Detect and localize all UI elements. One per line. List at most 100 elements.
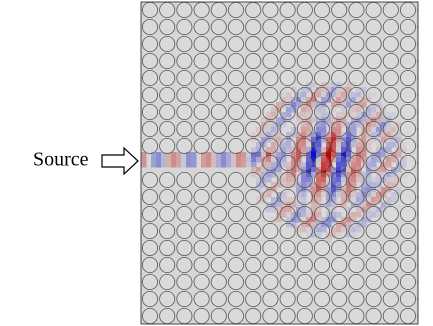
field-cell [276,182,282,188]
field-cell [336,157,342,163]
field-cell [256,167,262,173]
rod [245,307,262,324]
field-cell [351,212,357,218]
rod [399,171,416,188]
field-cell [301,142,307,148]
rod [227,205,244,222]
field-cell [306,102,312,108]
field-cell [271,112,277,118]
rod [331,154,348,171]
rod [296,87,313,104]
field-cell [321,162,327,168]
field-cell [201,162,207,168]
rod [210,70,227,87]
field-cell [361,222,367,228]
field-cell [251,152,257,158]
field-cell [306,212,312,218]
rod [365,53,382,70]
field-cell [336,177,342,183]
field-cell [296,197,302,203]
field-cell [276,202,282,208]
field-cell [371,207,377,213]
field-cell [311,202,317,208]
rod [227,273,244,290]
field-cell [346,167,352,173]
rod [348,53,365,70]
field-cell [296,177,302,183]
field-cell [366,167,372,173]
rod [227,256,244,273]
rod [227,104,244,121]
field-cell [276,167,282,173]
field-cell [271,142,277,148]
field-cell [311,162,317,168]
rod [331,205,348,222]
rod [176,290,193,307]
field-cell [281,202,287,208]
field-cell [231,157,237,163]
field-cell [386,127,392,133]
field-cell [301,182,307,188]
field-cell [271,107,277,113]
rod [245,290,262,307]
rod [159,273,176,290]
field-cell [351,192,357,198]
field-cell [326,192,332,198]
rod [176,188,193,205]
field-cell [366,207,372,213]
field-cell [291,222,297,228]
rod [210,239,227,256]
rod [417,210,418,218]
rod [279,137,296,154]
rod [417,244,418,252]
rod [313,205,330,222]
field-cell [321,87,327,93]
field-cell [291,177,297,183]
field-cell [266,177,272,183]
field-cell [296,187,302,193]
rod [417,295,418,303]
field-cell [316,157,322,163]
field-cell [261,132,267,138]
field-cell [281,147,287,153]
rod [262,154,279,171]
field-cell [396,187,402,193]
rod [262,171,279,188]
rod [279,87,296,104]
field-cell [346,207,352,213]
field-cell [311,232,317,238]
field-cell [331,152,337,158]
field-cell [341,117,347,123]
rod [348,290,365,307]
field-cell [386,152,392,158]
rod [296,222,313,239]
rod [141,2,158,18]
field-cell [321,132,327,138]
rod [193,290,210,307]
rod [245,121,262,138]
field-cell [311,147,317,153]
field-cell [281,177,287,183]
rod [227,239,244,256]
rod [331,104,348,121]
rod [141,188,158,205]
rod [348,121,365,138]
field-cell [296,217,302,223]
rod [176,307,193,324]
field-cell [351,157,357,163]
field-cell [311,97,317,103]
field-cell [306,152,312,158]
field-cell [381,122,387,128]
field-cell [306,127,312,133]
field-cell [276,107,282,113]
rod [193,256,210,273]
field-cell [281,162,287,168]
rod [141,222,158,239]
field-cell [261,137,267,143]
rod [365,137,382,154]
field-cell [296,162,302,168]
rod [159,87,176,104]
field-cell [351,177,357,183]
field-cell [351,217,357,223]
